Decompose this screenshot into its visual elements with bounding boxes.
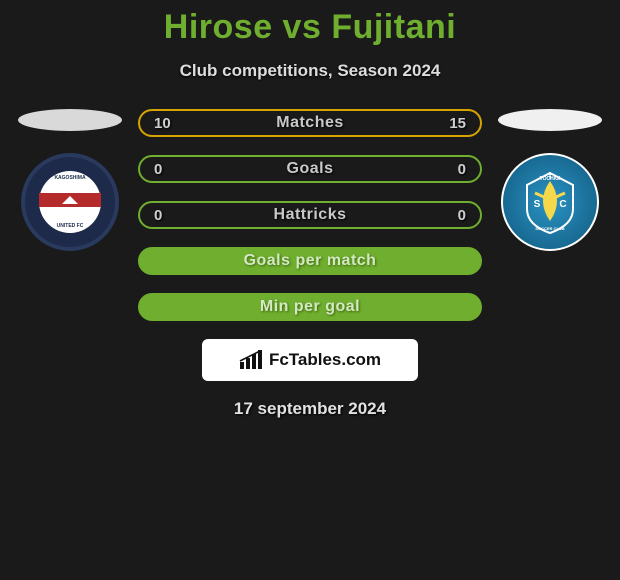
stat-label: Goals per match (244, 252, 377, 270)
left-club-logo-text-top: KAGOSHIMA (54, 175, 85, 181)
comparison-card: Hirose vs Fujitani Club competitions, Se… (0, 0, 620, 419)
stat-left-value: 0 (154, 207, 162, 224)
stat-right-value: 0 (458, 207, 466, 224)
branding-text: FcTables.com (269, 350, 381, 370)
svg-text:SOCCER CLUB: SOCCER CLUB (535, 226, 564, 231)
stat-left-value: 0 (154, 161, 162, 178)
stats-column: 10 Matches 15 0 Goals 0 0 Hattricks 0 Go… (138, 109, 482, 321)
left-club-logo-inner: KAGOSHIMA UNITED FC (39, 171, 101, 233)
subtitle: Club competitions, Season 2024 (0, 61, 620, 81)
right-side: TOCHIGI SOCCER CLUB S C T (490, 109, 610, 251)
bar-chart-icon (239, 350, 263, 370)
stat-right-value: 0 (458, 161, 466, 178)
stat-label: Matches (276, 114, 344, 132)
left-club-logo-text-bottom: UNITED FC (57, 223, 84, 229)
left-club-logo: KAGOSHIMA UNITED FC (21, 153, 119, 251)
stat-right-value: 15 (449, 115, 466, 132)
stat-label: Hattricks (274, 206, 347, 224)
stat-label: Min per goal (260, 298, 360, 316)
page-title: Hirose vs Fujitani (0, 8, 620, 47)
svg-text:C: C (559, 199, 566, 210)
right-player-ellipse (498, 109, 602, 131)
svg-text:T: T (548, 174, 553, 181)
left-club-logo-stripe (39, 193, 101, 207)
stat-label: Goals (287, 160, 334, 178)
main-row: KAGOSHIMA UNITED FC 10 Matches 15 0 Goal… (0, 109, 620, 321)
left-side: KAGOSHIMA UNITED FC (10, 109, 130, 251)
stat-row-goals-per-match: Goals per match (138, 247, 482, 275)
right-club-logo-svg: TOCHIGI SOCCER CLUB S C T (515, 167, 585, 237)
right-club-logo: TOCHIGI SOCCER CLUB S C T (501, 153, 599, 251)
left-player-ellipse (18, 109, 122, 131)
date-text: 17 september 2024 (0, 399, 620, 419)
stat-row-goals: 0 Goals 0 (138, 155, 482, 183)
stat-row-hattricks: 0 Hattricks 0 (138, 201, 482, 229)
svg-text:S: S (534, 199, 541, 210)
branding-badge: FcTables.com (202, 339, 418, 381)
stat-row-min-per-goal: Min per goal (138, 293, 482, 321)
stat-left-value: 10 (154, 115, 171, 132)
stat-row-matches: 10 Matches 15 (138, 109, 482, 137)
